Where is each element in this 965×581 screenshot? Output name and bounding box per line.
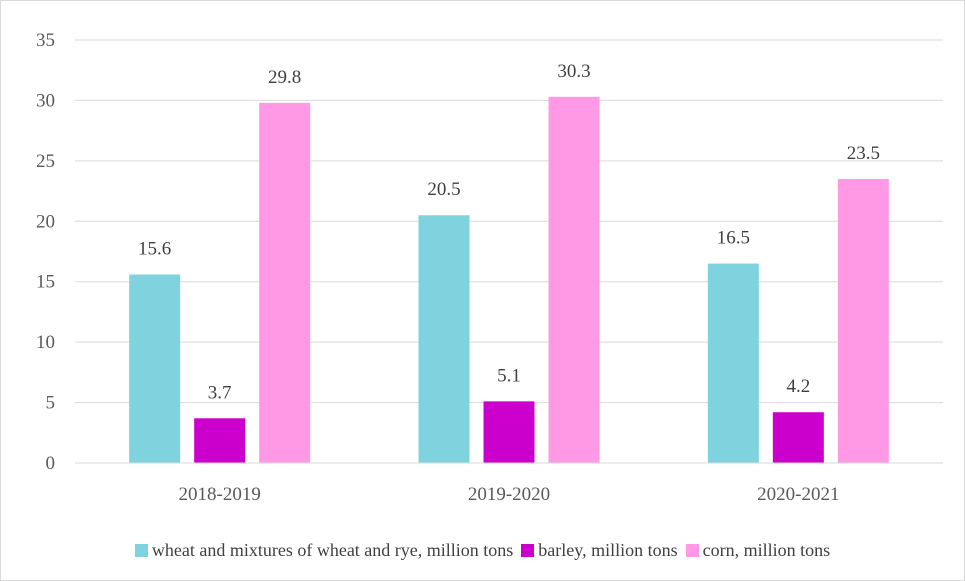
y-tick-label: 15 [36,272,55,293]
x-tick-label: 2018-2019 [179,484,261,505]
data-label: 20.5 [427,179,460,200]
data-label: 30.3 [557,61,590,82]
legend-swatch [134,544,148,557]
gridlines [75,39,943,404]
y-tick-label: 20 [36,211,55,232]
legend-item: barley, million tons [521,540,678,561]
data-label: 15.6 [138,238,171,259]
y-tick-label: 25 [36,151,55,172]
y-tick-label: 10 [36,332,55,353]
x-tick-label: 2020-2021 [757,484,839,505]
bar [259,102,311,464]
legend-label: corn, million tons [702,540,831,560]
y-tick-label: 30 [36,90,55,111]
bars [129,96,889,464]
y-tick-label: 0 [46,453,56,474]
legend-item: corn, million tons [685,540,831,561]
data-label: 3.7 [208,382,232,403]
data-labels: 15.6 3.7 29.8 20.5 5.1 30.3 16.5 4.2 23.5 [138,61,880,403]
legend-swatch [685,544,699,557]
bar [418,215,470,463]
bar [194,418,246,463]
bar [772,412,824,463]
legend: wheat and mixtures of wheat and rye, mil… [0,540,965,561]
data-label: 4.2 [786,376,810,397]
data-label: 5.1 [497,365,521,386]
y-tick-label: 35 [36,30,55,51]
data-label: 16.5 [717,228,750,249]
bar [129,274,181,463]
bar [707,263,759,463]
legend-label: barley, million tons [538,540,678,560]
bar [548,96,600,463]
y-axis-ticks: 0 5 10 15 20 25 30 35 [36,30,55,474]
legend-swatch [521,544,535,557]
data-label: 29.8 [268,67,301,88]
legend-item: wheat and mixtures of wheat and rye, mil… [134,540,514,561]
data-label: 23.5 [847,143,880,164]
legend-label: wheat and mixtures of wheat and rye, mil… [151,540,514,560]
y-tick-label: 5 [46,393,56,414]
x-axis-ticks: 2018-2019 2019-2020 2020-2021 [179,484,840,505]
x-tick-label: 2019-2020 [468,484,550,505]
bar [837,178,889,463]
bar [483,401,535,463]
